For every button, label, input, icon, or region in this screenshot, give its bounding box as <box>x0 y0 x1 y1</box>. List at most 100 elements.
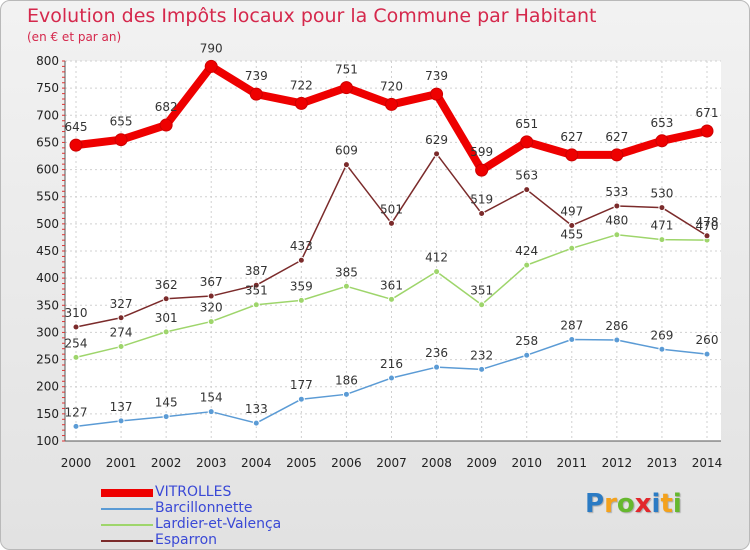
data-label: 609 <box>335 144 358 158</box>
y-tick-label: 600 <box>36 163 59 177</box>
y-tick-label: 350 <box>36 298 59 312</box>
data-point <box>568 244 576 252</box>
data-point <box>433 268 441 276</box>
data-point <box>342 282 350 290</box>
data-label: 236 <box>425 346 448 360</box>
data-point <box>72 323 80 331</box>
legend-swatch <box>101 524 153 526</box>
data-point <box>610 148 624 162</box>
data-label: 260 <box>696 333 719 347</box>
legend-swatch <box>101 508 153 510</box>
legend-label: Esparron <box>155 532 218 548</box>
data-label: 145 <box>155 396 178 410</box>
logo-letter: P <box>585 489 605 519</box>
data-point <box>568 221 576 229</box>
data-label: 433 <box>290 239 313 253</box>
data-point <box>162 328 170 336</box>
data-point <box>252 419 260 427</box>
data-label: 480 <box>605 214 628 228</box>
data-point <box>703 232 711 240</box>
x-tick-label: 2001 <box>106 456 137 470</box>
legend-label: Barcillonnette <box>155 500 253 516</box>
data-label: 530 <box>650 187 673 201</box>
y-tick-label: 200 <box>36 380 59 394</box>
data-point <box>385 97 398 111</box>
legend-label: Lardier-et-Valença <box>155 516 282 532</box>
data-label: 351 <box>245 284 268 298</box>
data-label: 274 <box>110 326 133 340</box>
data-point <box>565 148 579 162</box>
y-tick-label: 150 <box>36 407 59 421</box>
data-point <box>117 417 125 425</box>
data-point <box>475 163 489 177</box>
y-tick-label: 100 <box>36 434 59 448</box>
x-tick-label: 2010 <box>511 456 542 470</box>
data-label: 653 <box>650 116 673 130</box>
data-point <box>388 374 395 382</box>
data-point <box>117 343 125 351</box>
data-label: 599 <box>470 145 493 159</box>
logo-letter: o <box>616 489 635 519</box>
x-tick-label: 2003 <box>196 456 227 470</box>
data-label: 471 <box>650 219 673 233</box>
data-label: 320 <box>200 301 223 315</box>
x-tick-label: 2006 <box>331 456 362 470</box>
x-tick-label: 2002 <box>151 456 182 470</box>
x-tick-label: 2014 <box>692 456 723 470</box>
data-point <box>72 422 80 430</box>
data-label: 385 <box>335 265 358 279</box>
data-point <box>297 256 305 264</box>
data-point <box>69 138 83 152</box>
data-point <box>658 345 666 353</box>
x-tick-label: 2000 <box>61 456 92 470</box>
logo-letter: i <box>651 489 661 519</box>
logo-letter: i <box>672 489 682 519</box>
x-tick-label: 2007 <box>376 456 407 470</box>
data-label: 127 <box>65 405 88 419</box>
y-tick-label: 250 <box>36 353 59 367</box>
data-point <box>478 210 486 218</box>
data-label: 682 <box>155 100 178 114</box>
data-label: 186 <box>335 373 358 387</box>
data-label: 645 <box>65 120 88 134</box>
data-label: 720 <box>380 79 403 93</box>
data-label: 216 <box>380 357 403 371</box>
data-point <box>523 186 531 194</box>
data-label: 627 <box>605 130 628 144</box>
data-label: 722 <box>290 78 313 92</box>
data-label: 455 <box>560 227 583 241</box>
logo-letter: r <box>604 489 617 519</box>
data-point <box>613 202 621 210</box>
data-point <box>388 219 395 227</box>
data-label: 154 <box>200 391 223 405</box>
legend-swatch <box>101 489 153 497</box>
y-tick-label: 750 <box>36 81 59 95</box>
data-label: 301 <box>155 311 178 325</box>
data-point <box>433 363 441 371</box>
data-label: 137 <box>110 400 133 414</box>
y-tick-label: 800 <box>36 54 59 68</box>
data-label: 627 <box>560 130 583 144</box>
legend-swatch <box>101 540 153 542</box>
data-point <box>478 301 486 309</box>
data-label: 177 <box>290 378 313 392</box>
data-label: 563 <box>515 169 538 183</box>
data-label: 387 <box>245 264 268 278</box>
data-point <box>114 133 128 147</box>
data-label: 497 <box>560 204 583 218</box>
data-label: 133 <box>245 402 268 416</box>
x-tick-label: 2011 <box>557 456 588 470</box>
data-label: 287 <box>560 318 583 332</box>
x-tick-label: 2008 <box>421 456 452 470</box>
data-label: 412 <box>425 251 448 265</box>
x-tick-label: 2004 <box>241 456 272 470</box>
data-point <box>207 292 215 300</box>
y-tick-label: 450 <box>36 244 59 258</box>
data-label: 533 <box>605 185 628 199</box>
x-tick-label: 2009 <box>466 456 497 470</box>
data-label: 651 <box>515 117 538 131</box>
data-point <box>388 295 395 303</box>
data-label: 478 <box>696 215 719 229</box>
data-label: 258 <box>515 334 538 348</box>
